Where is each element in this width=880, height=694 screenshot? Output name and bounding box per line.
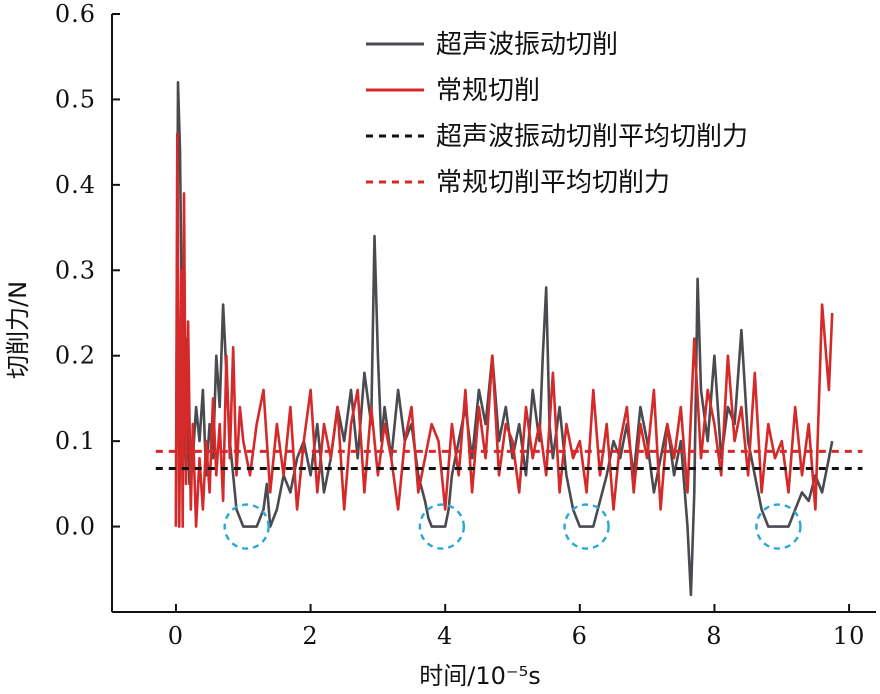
y-tick-label: 0.5 bbox=[55, 85, 96, 113]
highlight-circle bbox=[223, 503, 270, 550]
plot-area: 0.0 0.1 0.2 0.3 0.4 0.5 0.6 0 2 4 6 8 10 bbox=[55, 0, 876, 650]
highlight-circle bbox=[418, 503, 466, 550]
y-tick-label: 0.3 bbox=[55, 256, 96, 284]
highlight-circle bbox=[755, 503, 802, 550]
x-tick-label: 2 bbox=[302, 622, 318, 650]
highlight-circle bbox=[563, 503, 610, 550]
y-axis-title: 切削力/N bbox=[4, 281, 32, 379]
y-tick-label: 0.6 bbox=[55, 0, 96, 28]
legend-label: 常规切削 bbox=[436, 76, 540, 106]
x-tick-label: 6 bbox=[572, 622, 588, 650]
legend-label: 常规切削平均切削力 bbox=[436, 168, 670, 198]
x-tick-label: 4 bbox=[437, 622, 453, 650]
legend-label: 超声波振动切削平均切削力 bbox=[436, 122, 748, 152]
y-tick-label: 0.0 bbox=[55, 513, 96, 541]
annotation-layer bbox=[223, 503, 802, 550]
y-tick-label: 0.4 bbox=[55, 171, 96, 199]
legend-label: 超声波振动切削 bbox=[436, 30, 618, 60]
x-tick-label: 0 bbox=[168, 622, 184, 650]
y-tick-label: 0.2 bbox=[55, 342, 96, 370]
x-axis-title: 时间/10⁻⁵s bbox=[419, 662, 540, 690]
x-tick-label: 8 bbox=[706, 622, 722, 650]
x-ticks: 0 2 4 6 8 10 bbox=[168, 604, 866, 650]
y-tick-label: 0.1 bbox=[55, 427, 96, 455]
y-ticks: 0.0 0.1 0.2 0.3 0.4 0.5 0.6 bbox=[55, 0, 120, 541]
series-line-0 bbox=[174, 81, 834, 597]
series-line-1 bbox=[174, 132, 834, 528]
series-layer bbox=[155, 81, 863, 597]
x-tick-label: 10 bbox=[833, 622, 866, 650]
